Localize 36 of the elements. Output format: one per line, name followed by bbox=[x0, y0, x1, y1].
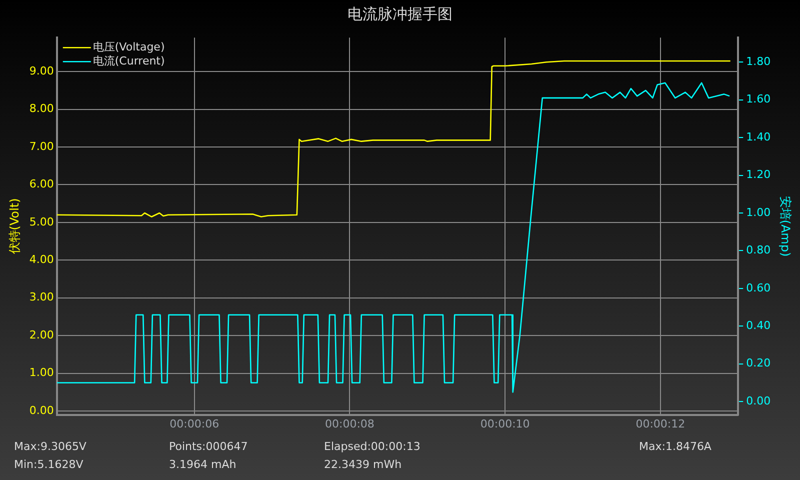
y2-tick-label: 0.00 bbox=[746, 394, 771, 408]
legend-label: 电压(Voltage) bbox=[92, 40, 165, 54]
y2-tick-label: 0.80 bbox=[746, 244, 771, 257]
chart-title: 电流脉冲握手图 bbox=[346, 4, 454, 25]
y2-axis-title: 安培(Amp) bbox=[778, 196, 793, 257]
y2-tick-label: 0.60 bbox=[746, 281, 771, 294]
text: Max:1.8476A bbox=[639, 440, 712, 455]
y-tick-label: 4.00 bbox=[29, 253, 54, 266]
text: Min:5.1628V bbox=[14, 458, 84, 473]
y-axis-title: 伏特(Volt) bbox=[7, 198, 22, 254]
x-tick-label: 00:00:10 bbox=[480, 417, 530, 430]
y2-tick-label: 1.00 bbox=[746, 206, 771, 219]
y-tick-label: 1.00 bbox=[29, 366, 54, 380]
y-tick-label: 9.00 bbox=[29, 64, 54, 78]
y2-tick-label: 0.40 bbox=[746, 319, 771, 332]
y2-tick-label: 1.60 bbox=[746, 92, 771, 106]
y-tick-label: 2.00 bbox=[29, 328, 54, 342]
y2-tick-label: 1.20 bbox=[746, 168, 771, 182]
text: 22.3439 mWh bbox=[324, 458, 403, 473]
x-tick-label: 00:00:06 bbox=[170, 417, 220, 430]
legend-label: 电流(Current) bbox=[92, 54, 165, 68]
text: Max:9.3065V bbox=[14, 440, 88, 455]
y-tick-label: 3.00 bbox=[29, 290, 54, 304]
y2-tick-label: 1.80 bbox=[746, 54, 771, 68]
x-tick-label: 00:00:12 bbox=[636, 417, 686, 430]
y-tick-label: 7.00 bbox=[29, 140, 54, 153]
y-tick-label: 5.00 bbox=[29, 215, 54, 228]
text: 3.1964 mAh bbox=[169, 458, 238, 473]
text: Elapsed:00:00:13 bbox=[324, 440, 422, 455]
y-tick-label: 6.00 bbox=[29, 178, 54, 191]
y-tick-label: 8.00 bbox=[29, 102, 54, 116]
x-tick-label: 00:00:08 bbox=[325, 417, 374, 430]
y2-tick-label: 1.40 bbox=[746, 130, 771, 144]
y2-tick-label: 0.20 bbox=[746, 356, 771, 370]
text: Points:000647 bbox=[169, 440, 249, 455]
y-tick-label: 0.00 bbox=[29, 404, 54, 417]
